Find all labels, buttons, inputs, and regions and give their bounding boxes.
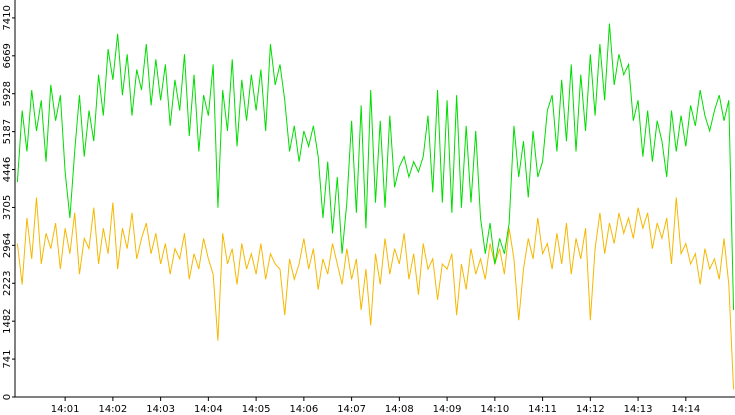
x-tick-label: 14:01	[51, 404, 80, 415]
x-tick-label: 14:13	[624, 404, 653, 415]
y-tick-label: 2964	[2, 233, 13, 258]
x-tick-label: 14:11	[528, 404, 557, 415]
x-tick-label: 14:09	[433, 404, 462, 415]
x-tick-label: 14:10	[480, 404, 509, 415]
y-tick-label: 1482	[2, 308, 13, 333]
x-tick-label: 14:08	[385, 404, 414, 415]
x-tick-label: 14:02	[98, 404, 127, 415]
y-tick-label: 7410	[2, 5, 13, 30]
y-tick-label: 5928	[2, 81, 13, 106]
x-tick-label: 14:04	[194, 404, 223, 415]
x-tick-label: 14:12	[576, 404, 605, 415]
x-tick-label: 14:14	[671, 404, 700, 415]
y-tick-label: 6669	[2, 43, 13, 68]
y-tick-label: 4446	[2, 157, 13, 182]
y-tick-label: 2223	[2, 271, 13, 296]
x-tick-label: 14:06	[289, 404, 318, 415]
series-line	[16, 23, 735, 311]
series-line	[16, 197, 735, 390]
y-tick-label: 0	[2, 394, 13, 400]
x-tick-label: 14:05	[242, 404, 271, 415]
x-tick-label: 14:07	[337, 404, 366, 415]
y-tick-label: 5187	[2, 119, 13, 144]
x-tick-label: 14:03	[146, 404, 175, 415]
y-tick-label: 3705	[2, 195, 13, 220]
y-tick-label: 741	[2, 350, 13, 369]
